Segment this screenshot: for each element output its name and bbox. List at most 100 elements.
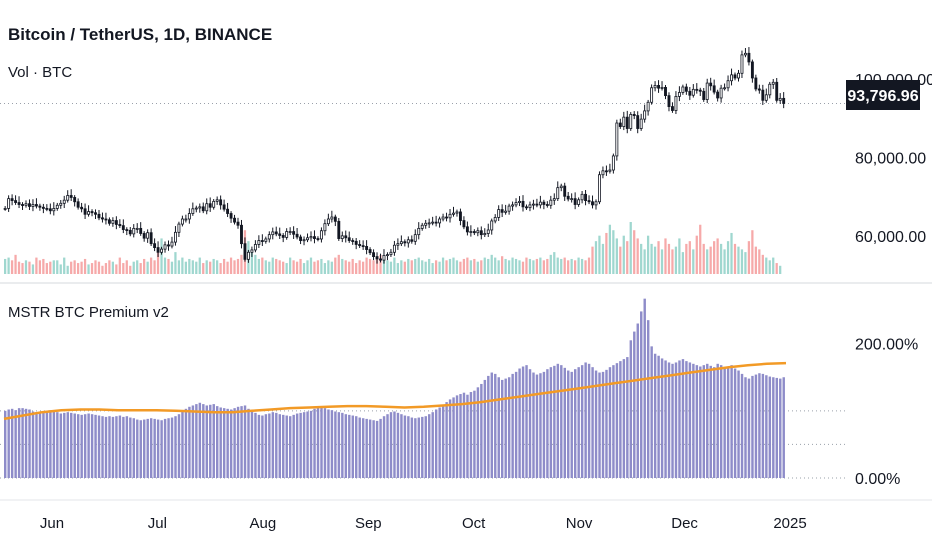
volume-bar: [740, 249, 744, 274]
volume-bar: [556, 257, 559, 274]
premium-bar: [501, 379, 504, 478]
candle: [698, 89, 702, 92]
candle: [142, 233, 146, 239]
premium-bar: [136, 419, 139, 478]
candle: [309, 236, 313, 239]
volume-bar: [598, 235, 601, 274]
premium-bar: [17, 408, 21, 478]
volume-bar: [713, 241, 716, 274]
volume-bar: [400, 260, 403, 274]
premium-bar: [66, 412, 69, 478]
candle: [83, 208, 87, 215]
premium-bar: [469, 392, 473, 478]
time-axis[interactable]: Jun Jul Aug Sep Oct Nov Dec 2025: [40, 515, 807, 532]
volume-bar: [501, 256, 504, 274]
volume-bar: [386, 260, 389, 274]
candle: [730, 74, 733, 82]
premium-bar: [56, 412, 59, 478]
volume-bar: [434, 260, 438, 274]
volume-bar: [118, 257, 121, 274]
premium-bars: [4, 298, 785, 478]
volume-bar: [441, 257, 445, 274]
candle: [761, 89, 765, 101]
premium-bar: [195, 404, 198, 478]
volume-bar: [348, 261, 351, 274]
volume-bar: [56, 260, 59, 274]
candle: [73, 197, 77, 203]
premium-bar: [563, 367, 566, 478]
candle: [132, 227, 136, 235]
candle: [226, 208, 230, 214]
candle: [549, 199, 553, 206]
candle: [445, 216, 448, 219]
premium-bar: [483, 379, 487, 478]
premium-bar: [348, 414, 351, 478]
premium-bar: [459, 394, 462, 478]
premium-bar: [132, 418, 136, 478]
premium-bar: [428, 414, 431, 478]
candle: [403, 241, 407, 244]
candle: [757, 88, 761, 91]
candle: [299, 236, 303, 241]
premium-bar: [716, 363, 719, 478]
candle: [483, 233, 487, 236]
premium-bar: [414, 418, 417, 478]
volume-bar: [139, 263, 142, 274]
premium-bar: [313, 408, 316, 478]
volume-bar: [636, 238, 639, 274]
candle: [201, 206, 205, 212]
premium-bar: [181, 411, 184, 478]
volume-bar: [407, 258, 410, 274]
candle: [657, 85, 661, 89]
volume-bar: [765, 257, 768, 274]
premium-bar: [730, 365, 733, 478]
volume-bar: [163, 257, 167, 274]
candle: [229, 213, 233, 219]
volume-bar: [149, 257, 153, 274]
volume-bar: [229, 257, 233, 274]
premium-bar: [309, 410, 313, 478]
candle: [448, 213, 452, 219]
premium-bar: [441, 405, 445, 478]
premium-bar: [35, 412, 38, 478]
candle: [59, 202, 63, 206]
candle: [347, 237, 351, 241]
premium-bar: [320, 406, 323, 478]
premium-bar: [521, 366, 525, 478]
volume-bar: [525, 257, 528, 274]
premium-bar: [101, 416, 104, 478]
candle: [716, 91, 720, 99]
premium-bar: [222, 408, 226, 478]
candle: [667, 95, 671, 107]
time-axis-label: Oct: [462, 515, 486, 532]
volume-bar: [622, 235, 625, 274]
premium-bar: [97, 415, 101, 478]
premium-bar: [372, 420, 375, 478]
premium-bar: [52, 410, 56, 478]
candle: [584, 193, 588, 201]
premium-bar: [577, 367, 580, 478]
candle: [208, 203, 212, 208]
candle: [563, 185, 567, 197]
candle: [591, 201, 594, 206]
candle: [326, 218, 330, 225]
candle: [511, 204, 515, 207]
premium-bar: [250, 410, 254, 478]
premium-bar: [549, 367, 553, 478]
premium-bar: [323, 408, 327, 478]
candle: [490, 220, 494, 231]
premium-bar: [111, 416, 115, 478]
candle: [737, 72, 740, 79]
candle: [3, 208, 7, 210]
candle: [66, 195, 70, 201]
volume-bar: [466, 257, 469, 274]
candle: [264, 238, 268, 242]
volume-bar: [254, 254, 257, 274]
premium-bar: [681, 359, 685, 478]
candle: [17, 202, 21, 205]
candle: [744, 52, 747, 56]
volume-bar: [657, 241, 660, 274]
candle: [625, 116, 629, 129]
volume-bar: [292, 260, 295, 274]
